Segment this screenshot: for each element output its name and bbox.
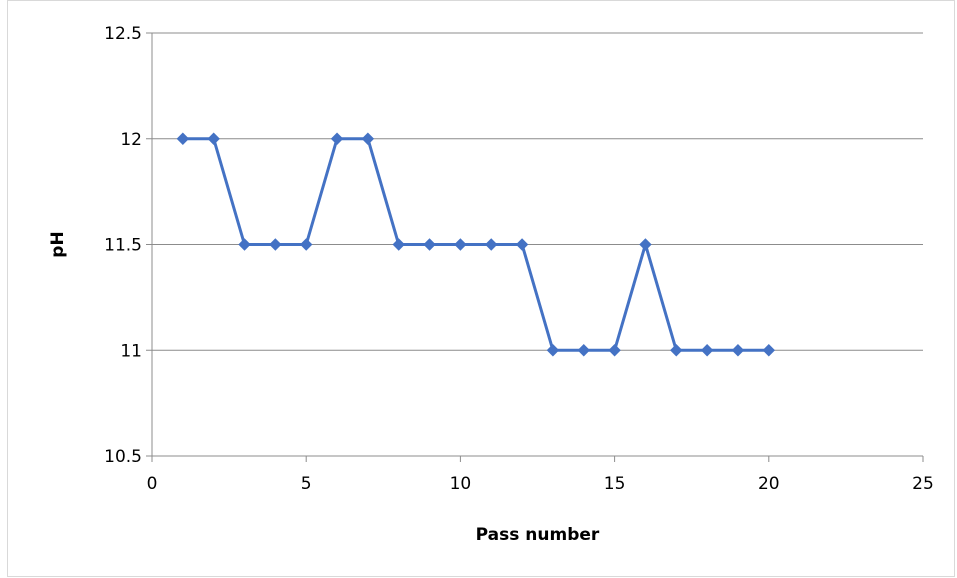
- data-point: [269, 238, 282, 251]
- data-point: [454, 238, 467, 251]
- y-tick-label: 11.5: [104, 236, 142, 256]
- x-tick-labels: 0 5 10 15 20 25: [147, 474, 934, 494]
- data-point: [207, 132, 220, 145]
- data-point: [515, 238, 529, 251]
- x-tick-label: 5: [301, 474, 312, 494]
- y-tick-label: 12: [120, 130, 142, 150]
- data-point: [700, 344, 714, 357]
- x-axis-title: Pass number: [476, 525, 600, 545]
- data-point: [485, 238, 498, 251]
- y-axis-title: pH: [48, 231, 68, 257]
- data-point: [176, 132, 190, 145]
- data-point: [423, 238, 436, 251]
- y-tick-label: 12.5: [104, 24, 142, 44]
- data-point: [608, 344, 621, 357]
- series-group: [176, 132, 776, 357]
- x-tick-label: 25: [912, 474, 934, 494]
- y-tick-label: 10.5: [104, 447, 142, 467]
- data-point: [330, 132, 344, 145]
- data-point: [670, 344, 683, 357]
- y-tick-labels: 10.5 11 11.5 12 12.5: [104, 24, 142, 467]
- data-point: [361, 132, 375, 145]
- chart-frame: [7, 0, 955, 577]
- x-tick-label: 20: [758, 474, 780, 494]
- x-tick-label: 0: [147, 474, 158, 494]
- x-tick-label: 15: [604, 474, 626, 494]
- data-point: [546, 344, 560, 357]
- axes: [146, 32, 924, 462]
- data-point: [299, 238, 313, 251]
- data-point: [639, 238, 652, 251]
- data-point: [238, 238, 251, 251]
- data-point: [392, 238, 405, 251]
- data-point: [731, 344, 745, 357]
- data-point: [762, 344, 776, 357]
- x-tick-label: 10: [450, 474, 472, 494]
- y-tick-label: 11: [120, 341, 142, 361]
- data-point: [577, 344, 590, 357]
